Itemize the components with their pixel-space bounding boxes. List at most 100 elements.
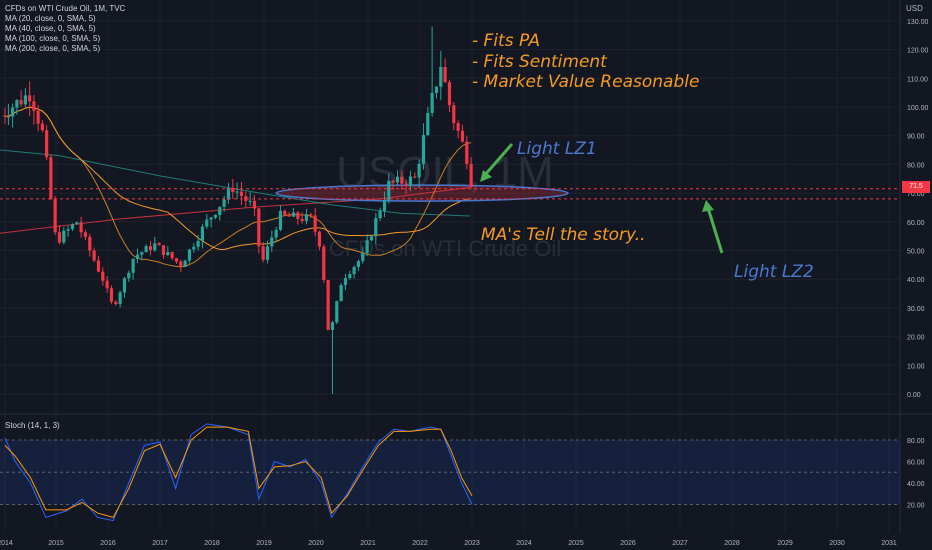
arrow-lz2	[706, 207, 724, 254]
candle-body	[443, 66, 447, 83]
candle-body	[109, 288, 114, 302]
candle-body	[135, 254, 140, 259]
candle-body	[79, 222, 83, 233]
symbol-title: CFDs on WTI Crude Oil, 1M, TVC	[5, 4, 126, 13]
currency-label: USD	[906, 4, 923, 13]
stoch-d-line	[4, 426, 473, 518]
candle-body	[452, 105, 456, 124]
candle-body	[291, 212, 296, 217]
candle-body	[28, 95, 32, 102]
x-tick-label: 2020	[308, 540, 324, 547]
candle-body	[404, 183, 408, 186]
x-tick-label: 2030	[829, 540, 845, 547]
candle-body	[231, 188, 235, 193]
candle-body	[270, 237, 274, 247]
x-tick-label: 2021	[360, 540, 376, 547]
y-tick-label: 40.00	[907, 277, 925, 284]
candle-body	[122, 278, 127, 293]
y-tick-label: 70.00	[907, 191, 925, 198]
candle-body	[408, 176, 413, 186]
candle-body	[309, 214, 313, 216]
x-tick-label: 2017	[152, 540, 168, 547]
candle-body	[322, 246, 326, 280]
candle-body	[66, 229, 70, 231]
candle-body	[144, 246, 148, 253]
x-tick-label: 2016	[100, 540, 116, 547]
ma40-label: MA (40, close, 0, SMA, 5)	[5, 24, 96, 33]
candle-body	[3, 115, 7, 117]
candle-body	[75, 222, 79, 225]
candle-body	[343, 278, 348, 286]
y-tick-label: 100.00	[907, 105, 929, 112]
candle-body	[378, 210, 382, 219]
candle-body	[430, 92, 434, 113]
candle-body	[283, 210, 287, 215]
y-tick-label: 120.00	[907, 48, 929, 55]
x-tick-label: 2015	[48, 540, 64, 547]
candle-body	[304, 214, 309, 221]
candle-body	[447, 82, 452, 106]
candle-body	[226, 188, 231, 200]
ma20-label: MA (20, close, 0, SMA, 5)	[5, 14, 96, 23]
candle-body	[127, 272, 131, 279]
candle-body	[114, 301, 118, 305]
candle-body	[274, 229, 278, 238]
candle-body	[192, 246, 196, 250]
candle-body	[460, 130, 465, 142]
y-tick-label: 80.00	[907, 162, 925, 169]
candle-body	[244, 196, 248, 201]
candle-body	[53, 198, 57, 233]
candle-body	[187, 249, 192, 261]
candle-body	[222, 199, 226, 207]
chart-legend: CFDs on WTI Crude Oil, 1M, TVC MA (20, c…	[5, 4, 125, 54]
stoch-tick-label: 80.00	[907, 438, 925, 445]
candle-body	[374, 218, 378, 237]
candle-body	[174, 258, 179, 262]
candle-body	[213, 214, 218, 218]
x-tick-label: 2026	[620, 540, 636, 547]
candle-body	[153, 243, 157, 251]
candle-body	[140, 252, 144, 255]
x-tick-label: 2018	[204, 540, 220, 547]
candle-body	[161, 245, 166, 256]
candle-body	[11, 107, 15, 117]
candle-body	[101, 271, 105, 281]
candle-body	[356, 261, 361, 267]
annotation-light-lz1: Light LZ1	[517, 139, 597, 159]
arrow-lz1	[482, 143, 514, 177]
candle-body	[36, 110, 40, 124]
candle-body	[15, 100, 19, 108]
x-tick-label: 2014	[0, 540, 13, 547]
candle-body	[300, 218, 304, 221]
y-tick-label: 60.00	[907, 220, 925, 227]
candle-body	[239, 191, 244, 197]
candle-body	[465, 141, 469, 164]
ma200-label: MA (200, close, 0, SMA, 5)	[5, 44, 101, 53]
annotation-fits-sentiment: - Fits Sentiment	[472, 52, 607, 72]
candle-body	[19, 100, 23, 105]
y-tick-label: 30.00	[907, 306, 925, 313]
y-tick-label: 130.00	[907, 19, 929, 26]
ma20-line	[4, 106, 472, 268]
candle-body	[361, 253, 365, 262]
candle-body	[49, 157, 53, 199]
candle-body	[335, 301, 339, 323]
candle-body	[6, 116, 10, 118]
candles	[3, 26, 473, 394]
candle-body	[387, 180, 391, 201]
candle-body	[45, 130, 49, 158]
candle-body	[439, 66, 443, 87]
candle-body	[421, 135, 426, 164]
candle-body	[326, 279, 330, 330]
candle-body	[248, 200, 252, 202]
candle-body	[40, 123, 44, 131]
candle-body	[426, 112, 430, 136]
annotation-ma-story: MA's Tell the story..	[481, 225, 646, 245]
candle-body	[287, 214, 291, 217]
x-tick-label: 2024	[516, 540, 532, 547]
last-price-tag: 71.5	[902, 181, 930, 193]
candle-body	[278, 210, 283, 230]
candle-body	[413, 176, 417, 178]
candle-body	[105, 280, 109, 289]
